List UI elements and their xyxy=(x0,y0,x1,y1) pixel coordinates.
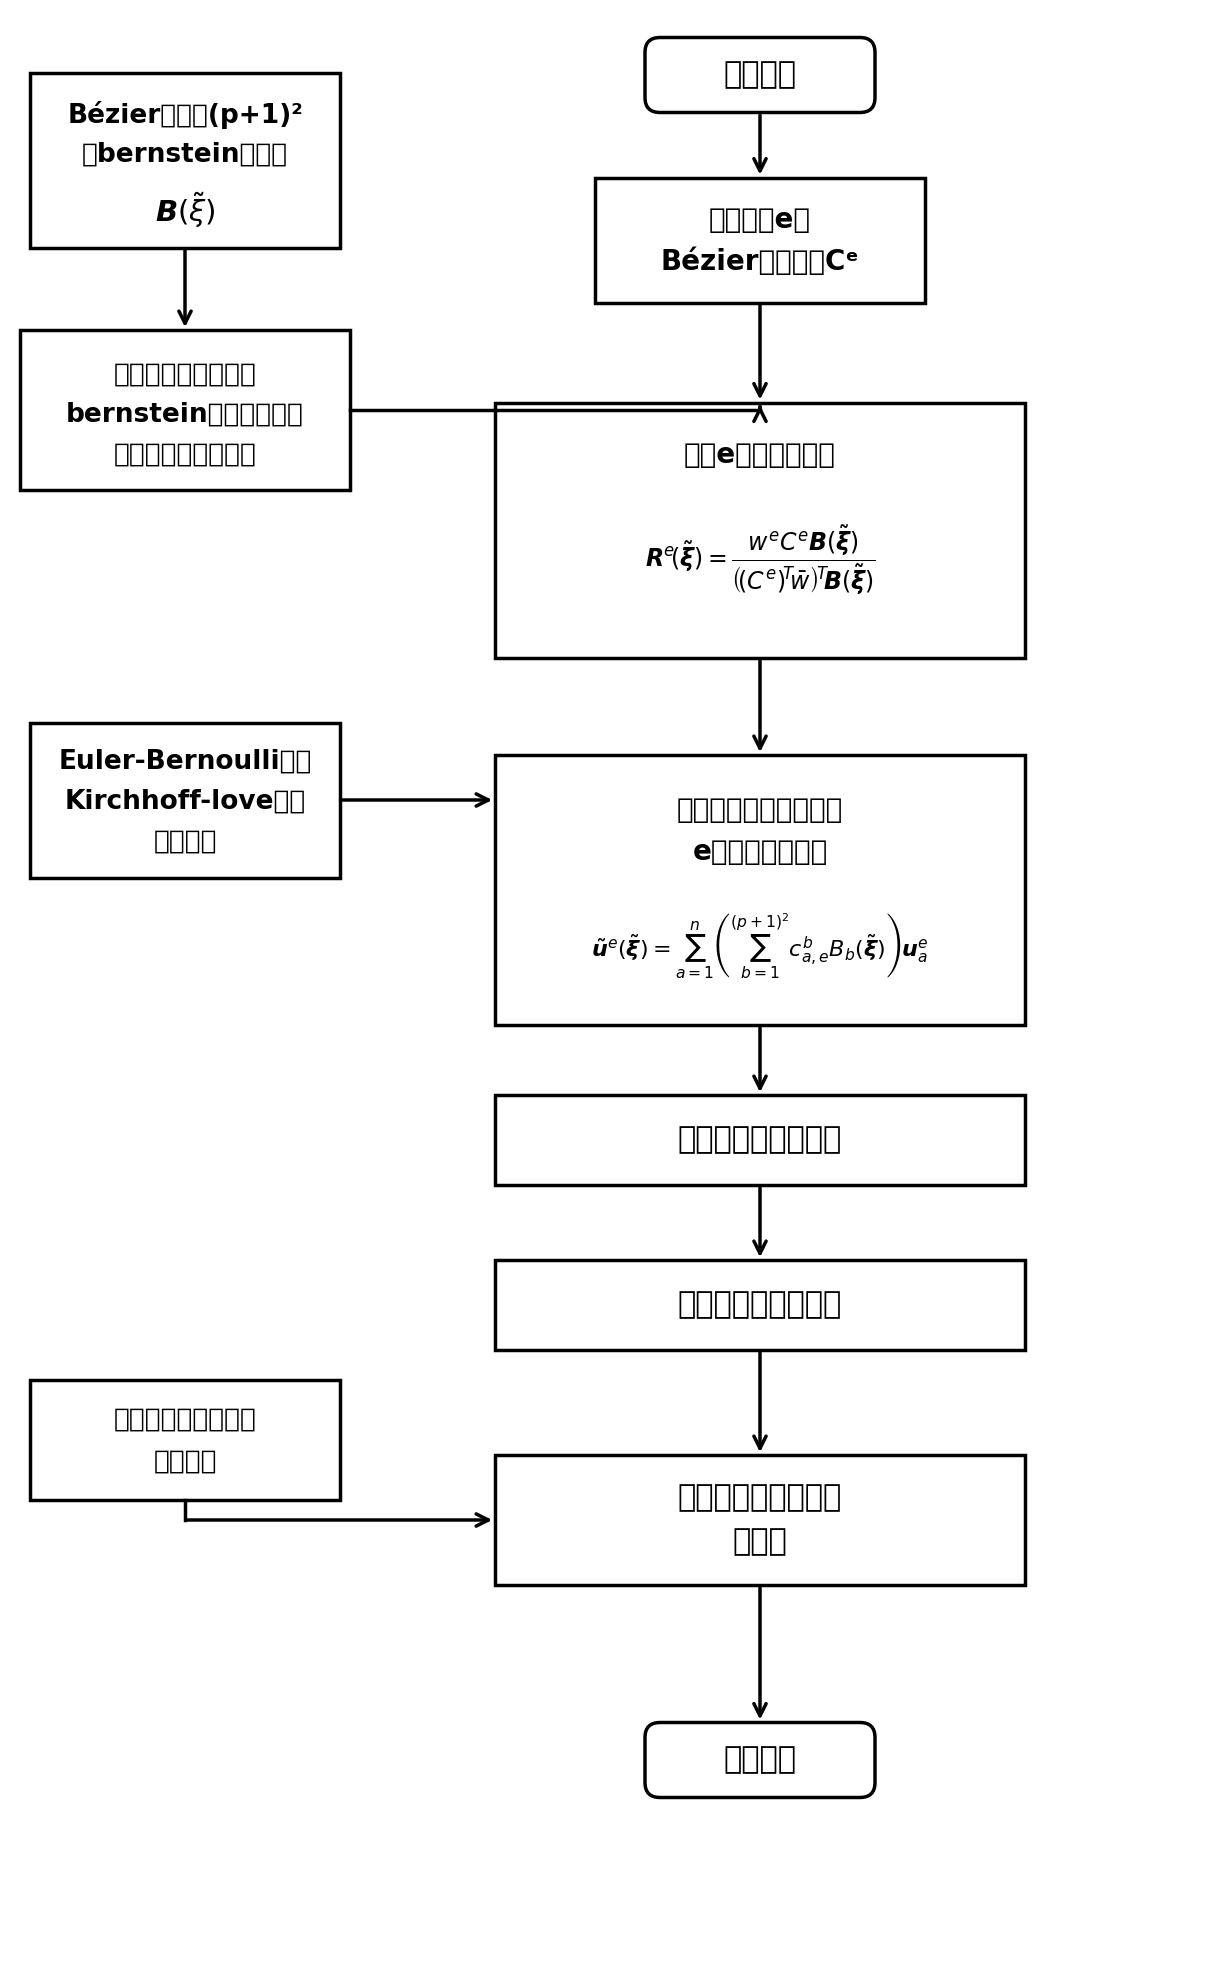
Text: 计算高斯积分点处的: 计算高斯积分点处的 xyxy=(114,363,257,388)
Text: Euler-Bernoulli梁与: Euler-Bernoulli梁与 xyxy=(59,749,312,775)
Bar xyxy=(31,723,340,877)
Text: 混合基函数等几何模: 混合基函数等几何模 xyxy=(678,1484,842,1512)
Text: 等几何任意区域载荷: 等几何任意区域载荷 xyxy=(114,1407,257,1433)
Bar xyxy=(495,1096,1025,1185)
Text: 等几何梁壳单元构造: 等几何梁壳单元构造 xyxy=(678,1125,842,1155)
Bar xyxy=(495,1455,1025,1585)
Text: 控制顶点位移离散单元: 控制顶点位移离散单元 xyxy=(677,796,843,824)
Bar xyxy=(495,1259,1025,1350)
Text: $\boldsymbol{R}^e\!(\tilde{\boldsymbol{\xi}})=\dfrac{w^eC^e\boldsymbol{B}(\tilde: $\boldsymbol{R}^e\!(\tilde{\boldsymbol{\… xyxy=(645,524,875,597)
Text: 个bernstein多项式: 个bernstein多项式 xyxy=(82,142,288,168)
Bar xyxy=(31,1380,340,1500)
Text: 型构建: 型构建 xyxy=(733,1528,787,1557)
Text: 分析结束: 分析结束 xyxy=(723,1746,797,1774)
FancyBboxPatch shape xyxy=(645,37,875,112)
Bar xyxy=(595,177,925,302)
Text: 积分方程: 积分方程 xyxy=(153,830,216,855)
Text: 施加方法: 施加方法 xyxy=(153,1449,216,1474)
Text: Bézier单元的(p+1)²: Bézier单元的(p+1)² xyxy=(67,101,303,128)
Text: 计算单元e的: 计算单元e的 xyxy=(709,207,811,235)
FancyBboxPatch shape xyxy=(645,1723,875,1798)
Text: $\tilde{\boldsymbol{u}}^e(\tilde{\boldsymbol{\xi}})=\sum_{a=1}^{n}\left(\sum_{b=: $\tilde{\boldsymbol{u}}^e(\tilde{\boldsy… xyxy=(591,911,929,980)
Text: bernstein多项式数值、: bernstein多项式数值、 xyxy=(66,402,304,428)
Bar xyxy=(495,755,1025,1025)
Text: Bézier提取算子Cᵉ: Bézier提取算子Cᵉ xyxy=(661,248,859,276)
Text: $\boldsymbol{B}(\tilde{\xi})$: $\boldsymbol{B}(\tilde{\xi})$ xyxy=(155,189,215,231)
Bar xyxy=(20,329,349,491)
Text: e内任意点的位移: e内任意点的位移 xyxy=(693,838,827,865)
Text: 分析开始: 分析开始 xyxy=(723,61,797,89)
Text: 一阶微分、二阶微分: 一阶微分、二阶微分 xyxy=(114,442,257,467)
Text: 梁与梁、梁与壳耦合: 梁与梁、梁与壳耦合 xyxy=(678,1291,842,1319)
Bar xyxy=(31,73,340,248)
Text: 单元e的样条基函数: 单元e的样条基函数 xyxy=(684,442,836,469)
Text: Kirchhoff-love壳的: Kirchhoff-love壳的 xyxy=(65,788,306,814)
Bar xyxy=(495,402,1025,658)
